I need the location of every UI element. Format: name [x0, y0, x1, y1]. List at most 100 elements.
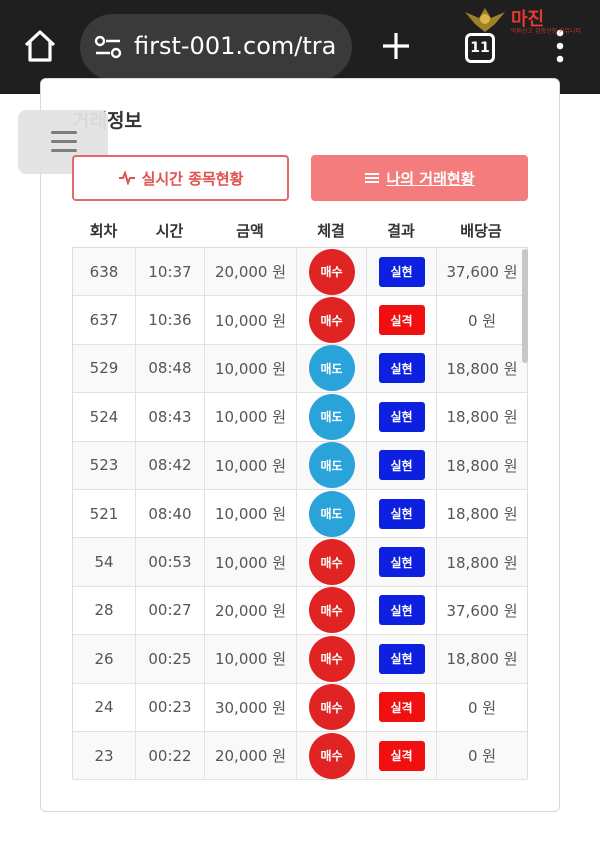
table-row: 23 00:22 20,000 원 매수 실격 0 원	[73, 732, 527, 781]
home-icon[interactable]	[22, 28, 58, 64]
execution-badge: 매수	[308, 539, 355, 586]
cell-execution: 매도	[297, 344, 367, 393]
result-badge: 실격	[378, 740, 425, 771]
url-text[interactable]: first-001.com/tra	[134, 32, 337, 60]
pulse-icon	[118, 171, 135, 185]
cell-payout: 18,800 원	[446, 456, 518, 475]
cell-payout: 18,800 원	[446, 650, 518, 669]
cell-execution: 매수	[297, 248, 367, 296]
header-time: 시간	[155, 222, 184, 240]
cell-amount: 10,000 원	[205, 344, 297, 393]
cell-time: 00:27	[136, 586, 205, 635]
header-execution: 체결	[317, 222, 345, 240]
cell-result: 실격	[367, 296, 437, 344]
cell-time: 08:43	[136, 393, 205, 441]
cell-payout: 0 원	[467, 698, 497, 717]
table-row: 28 00:27 20,000 원 매수 실현 37,600 원	[73, 586, 527, 636]
cell-round: 529	[73, 344, 136, 393]
execution-badge: 매수	[308, 297, 355, 344]
cell-time: 08:48	[136, 344, 205, 393]
new-tab-icon[interactable]	[380, 30, 412, 62]
cell-result: 실현	[367, 635, 437, 683]
cell-time: 00:23	[136, 683, 205, 731]
cell-execution: 매수	[297, 538, 367, 586]
cell-time: 08:40	[136, 490, 205, 538]
cell-result: 실현	[367, 441, 437, 489]
cell-result: 실현	[367, 344, 437, 393]
result-badge: 실격	[378, 692, 425, 723]
result-badge: 실현	[378, 595, 425, 626]
table-row: 521 08:40 10,000 원 매도 실현 18,800 원	[73, 490, 527, 539]
result-badge: 실현	[378, 643, 425, 674]
cell-result: 실격	[367, 683, 437, 731]
watermark-subtext: 먹튀신고 검증신청 커뮤니티	[511, 28, 582, 35]
hamburger-bar	[51, 149, 77, 152]
cell-payout: 0 원	[467, 747, 497, 766]
scrollbar[interactable]	[522, 249, 528, 363]
result-badge: 실현	[378, 547, 425, 578]
hamburger-bar	[51, 131, 77, 134]
cell-round: 26	[73, 635, 136, 683]
cell-execution: 매도	[297, 393, 367, 441]
trade-table: 638 10:37 20,000 원 매수 실현 37,600 원 637 10:36 10,0…	[72, 247, 528, 781]
more-menu-icon[interactable]	[550, 28, 570, 64]
cell-time: 10:37	[136, 248, 205, 296]
cell-round: 24	[73, 683, 136, 731]
cell-execution: 매도	[297, 441, 367, 489]
live-status-button[interactable]: 실시간 종목현황	[72, 155, 289, 201]
cell-time: 00:25	[136, 635, 205, 683]
result-badge: 실현	[378, 256, 425, 287]
result-badge: 실현	[378, 450, 425, 481]
cell-payout: 0 원	[467, 311, 497, 330]
table-row: 638 10:37 20,000 원 매수 실현 37,600 원	[73, 248, 527, 297]
cell-payout: 18,800 원	[446, 505, 518, 524]
cell-execution: 매도	[297, 490, 367, 538]
table-header: 회차 시간 금액 체결 결과 배당금	[72, 220, 528, 246]
live-status-label: 실시간 종목현황	[141, 169, 244, 188]
execution-badge: 매수	[308, 635, 355, 682]
site-settings-icon[interactable]	[94, 35, 122, 59]
header-result: 결과	[387, 222, 415, 240]
cell-round: 638	[73, 248, 136, 296]
cell-round: 523	[73, 441, 136, 489]
result-badge: 실격	[378, 305, 425, 336]
cell-amount: 20,000 원	[205, 732, 297, 780]
cell-payout: 18,800 원	[446, 408, 518, 427]
my-trades-label: 나의 거래현황	[386, 169, 475, 188]
execution-badge: 매수	[308, 587, 355, 634]
cell-amount: 10,000 원	[205, 393, 297, 441]
address-bar[interactable]: first-001.com/tra	[80, 14, 352, 80]
result-badge: 실현	[378, 353, 425, 384]
cell-payout: 18,800 원	[446, 359, 518, 378]
cell-result: 실현	[367, 538, 437, 586]
cell-time: 08:42	[136, 441, 205, 489]
cell-round: 23	[73, 732, 136, 780]
cell-round: 637	[73, 296, 136, 344]
execution-badge: 매도	[308, 442, 355, 489]
eagle-emblem-icon	[465, 8, 505, 32]
watermark-text: 마진	[511, 9, 545, 30]
cell-time: 10:36	[136, 296, 205, 344]
cell-round: 524	[73, 393, 136, 441]
execution-badge: 매도	[308, 490, 355, 537]
cell-amount: 10,000 원	[205, 441, 297, 489]
result-badge: 실현	[378, 401, 425, 432]
tab-switcher-button[interactable]: 11	[465, 33, 495, 63]
table-row: 523 08:42 10,000 원 매도 실현 18,800 원	[73, 441, 527, 490]
cell-amount: 10,000 원	[205, 635, 297, 683]
my-trades-button[interactable]: 나의 거래현황	[311, 155, 528, 201]
cell-execution: 매수	[297, 296, 367, 344]
cell-time: 00:22	[136, 732, 205, 780]
execution-badge: 매도	[308, 345, 355, 392]
cell-payout: 37,600 원	[446, 601, 518, 620]
cell-execution: 매수	[297, 586, 367, 635]
header-payout: 배당금	[460, 222, 502, 240]
execution-badge: 매수	[308, 732, 355, 779]
cell-execution: 매수	[297, 683, 367, 731]
table-row: 26 00:25 10,000 원 매수 실현 18,800 원	[73, 635, 527, 684]
cell-time: 00:53	[136, 538, 205, 586]
cell-amount: 10,000 원	[205, 490, 297, 538]
cell-result: 실현	[367, 248, 437, 296]
cell-amount: 20,000 원	[205, 586, 297, 635]
table-row: 524 08:43 10,000 원 매도 실현 18,800 원	[73, 393, 527, 442]
